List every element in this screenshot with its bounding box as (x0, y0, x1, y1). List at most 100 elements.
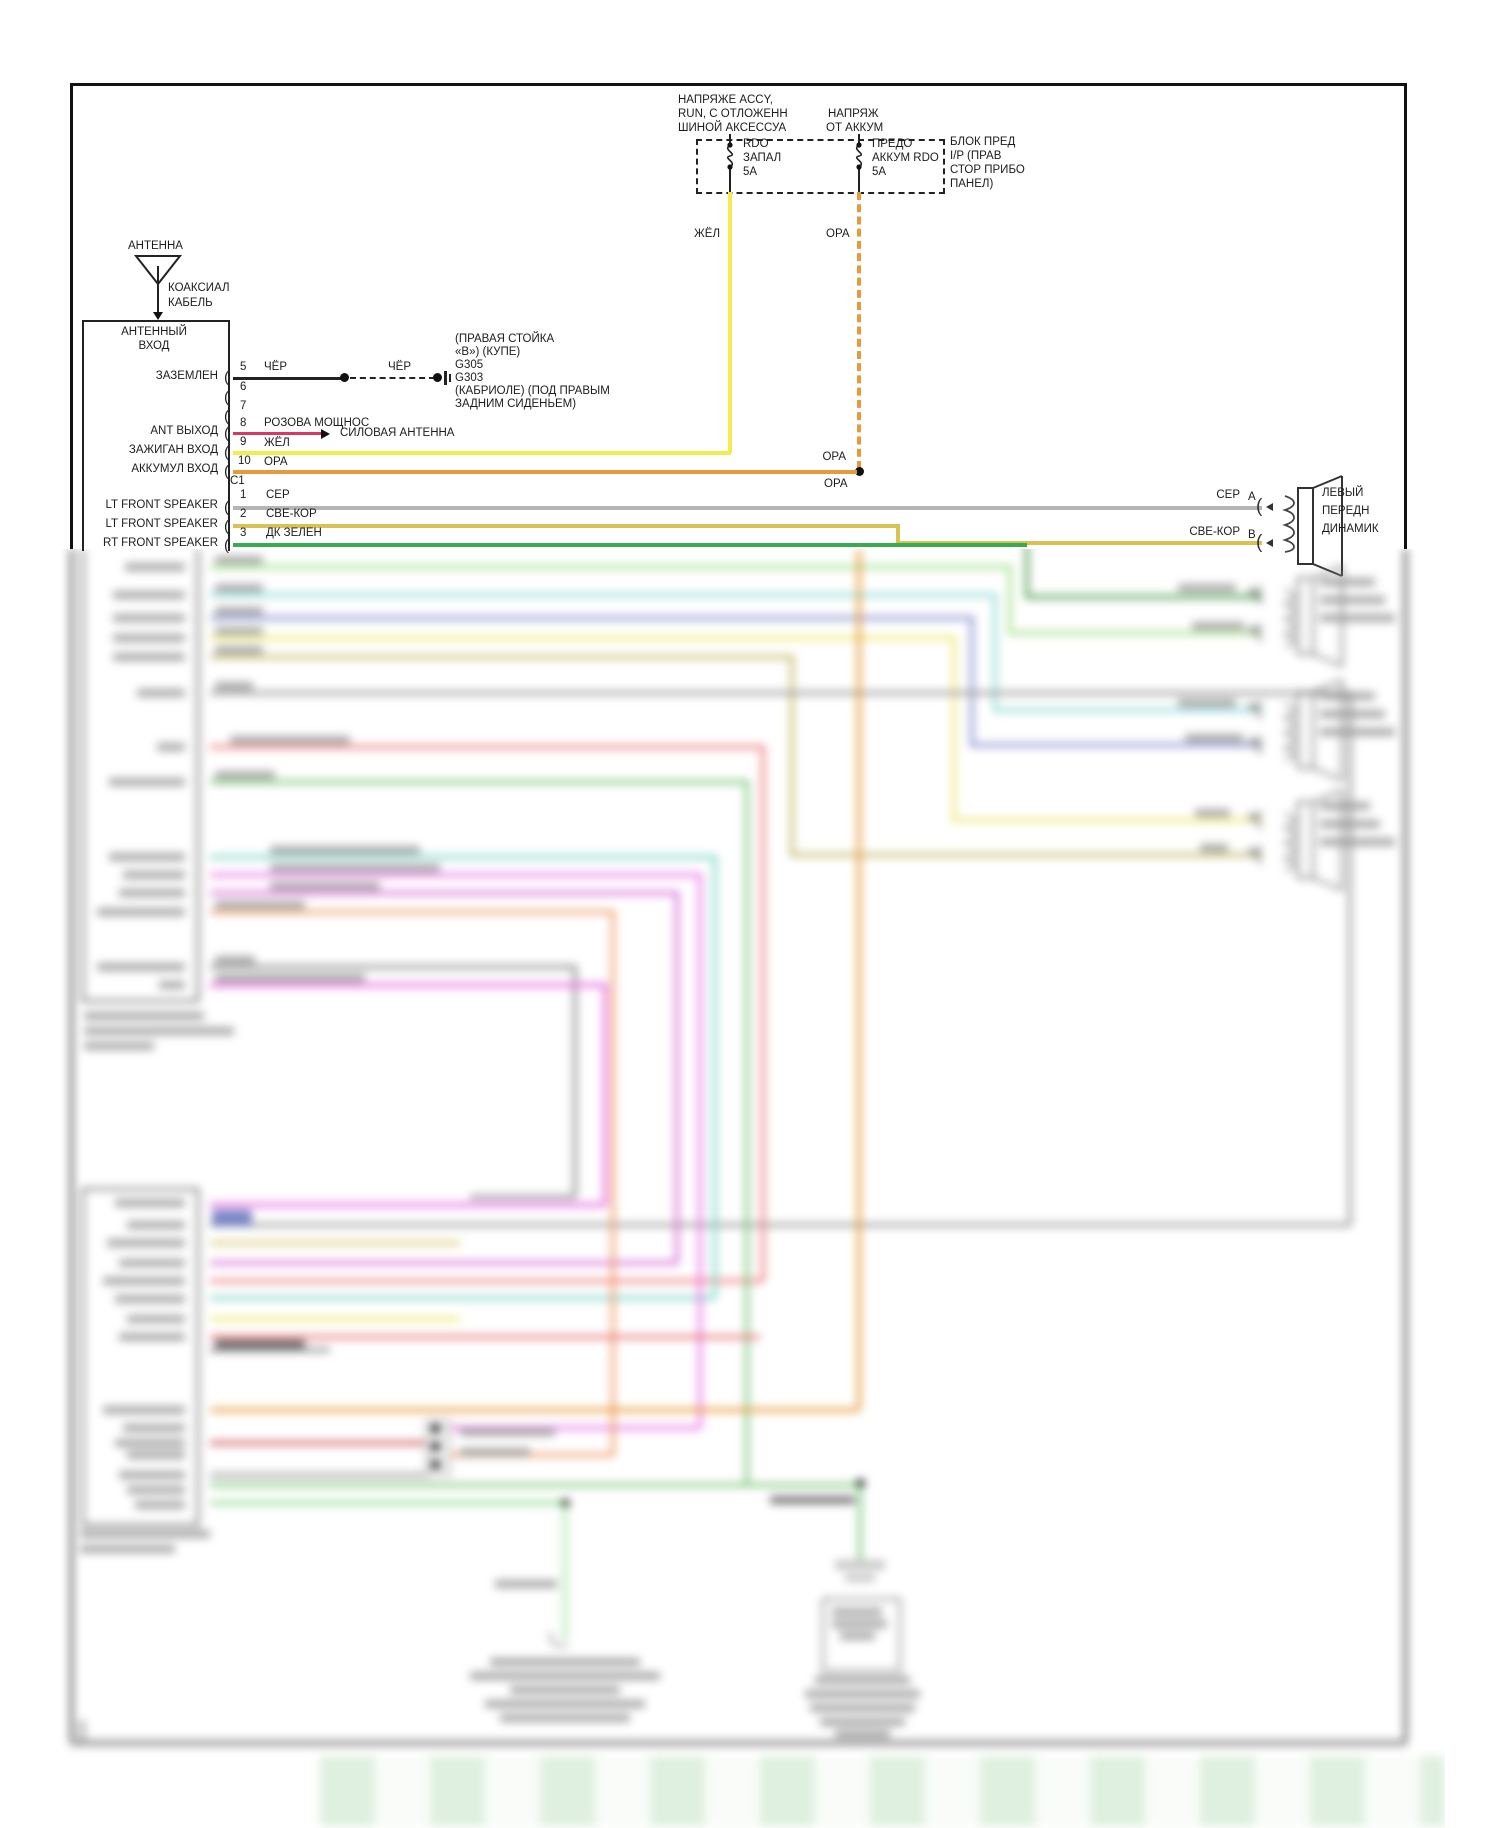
accy-voltage-label: ШИНОЙ АКСЕССУА (678, 122, 787, 134)
ground-note: ЗАДНИМ СИДЕНЬЕМ) (455, 398, 577, 410)
speaker-icon (1297, 475, 1343, 577)
pin2-tan-wire-right (896, 541, 1262, 545)
pin3-wire-label: ДК ЗЕЛЕН (266, 527, 322, 539)
speaker-coil-icon (1282, 495, 1295, 553)
speaker-name: ПЕРЕДН (1322, 505, 1370, 517)
speaker-pin-a-label: А (1248, 491, 1256, 503)
speaker-pin-a-bracket (1256, 496, 1262, 518)
pin9-label: ЗАЖИГАН ВХОД (128, 444, 218, 456)
ground-note: (ПРАВАЯ СТОЙКА (455, 333, 555, 345)
power-antenna-arrow (321, 429, 330, 439)
speaker-wire-a-label: СЕР (1216, 489, 1240, 501)
pin5-splice (340, 373, 349, 382)
pin10-bracket (224, 463, 229, 480)
connector-c1-label: C1 (230, 475, 245, 487)
pin2-tan-wire-jog (896, 524, 900, 543)
speaker-pin-a-arrow (1266, 503, 1273, 511)
antenna-label: АНТЕННА (128, 240, 183, 252)
pin5-ground-splice (433, 373, 442, 382)
pin3-label: RT FRONT SPEAKER (102, 537, 218, 549)
fuse-block-name: БЛОК ПРЕД (950, 136, 1016, 148)
pin2-bracket (224, 518, 229, 535)
page-border-right (1404, 83, 1407, 549)
pin6-number: 6 (240, 381, 247, 393)
fuse2-lead (858, 167, 860, 192)
speaker-pin-b-arrow (1266, 539, 1273, 547)
fuse-block-name: I/P (ПРАВ (950, 150, 1002, 162)
orange-junction-label-upper: ОРА (822, 451, 846, 463)
speaker-name: ЛЕВЫЙ (1322, 487, 1364, 499)
ground-note: G303 (455, 372, 484, 384)
speaker-name: ДИНАМИК (1322, 523, 1379, 535)
pin2-label: LT FRONT SPEAKER (105, 518, 218, 530)
radio-box (82, 320, 230, 551)
pin1-bracket (224, 499, 229, 516)
ground-note: «В») (КУПЕ) (455, 346, 521, 358)
orange-wire-label: ОРА (826, 228, 850, 240)
pin7-bracket (224, 408, 229, 425)
pin8-pink-wire (233, 432, 321, 435)
fuse1-lead (729, 134, 731, 147)
fuse2-name: АККУМ RDO (872, 152, 939, 164)
ground-note: G305 (455, 359, 484, 371)
pin9-yellow-wire (233, 451, 731, 455)
fuse1-name: 5А (743, 166, 758, 178)
pin5-black-wire (233, 377, 343, 380)
fuse2-name: 5А (872, 166, 887, 178)
fuse2-lead (858, 134, 860, 147)
fuse1-name: RDO (743, 138, 769, 150)
pin3-number: 3 (240, 527, 247, 539)
pin5-label: ЗАЗЕМЛЕН (155, 370, 218, 382)
speaker-pin-b-label: В (1248, 529, 1256, 541)
pin8-label: ANT ВЫХОД (150, 425, 218, 437)
pin3-green-wire (233, 543, 1027, 547)
orange-junction-label-lower: ОРА (824, 478, 848, 490)
fuse2-name: ПРЕДО (872, 138, 913, 150)
fuse2-symbol (855, 142, 863, 170)
accy-voltage-label: RUN, С ОТЛОЖЕНН (678, 108, 788, 120)
pin10-wire-label: ОРА (264, 456, 288, 468)
pin6-bracket (224, 389, 229, 406)
yellow-ignition-wire (728, 192, 732, 453)
pin9-number: 9 (240, 436, 247, 448)
pin10-label: АККУМУЛ ВХОД (131, 463, 218, 475)
page-border-top (70, 83, 1407, 86)
pin8-number: 8 (240, 417, 247, 429)
pin2-tan-wire (233, 524, 899, 528)
speaker-wire-b-label: СВЕ-КОР (1189, 526, 1240, 538)
fuse1-lead (729, 167, 731, 192)
pin5-black-wire-dashed (350, 377, 435, 379)
pin5-bracket (224, 369, 229, 386)
fuse-block-name: ПАНЕЛ) (950, 178, 994, 190)
battery-voltage-label: НАПРЯЖ (828, 108, 879, 120)
pin9-bracket (224, 444, 229, 461)
battery-voltage-label: ОТ АККУМ (826, 122, 884, 134)
pin10-number: 10 (238, 455, 251, 467)
pin8-wire-label: РОЗОВА МОЩНОС (264, 417, 370, 429)
pin7-number: 7 (240, 400, 247, 412)
pin5-number: 5 (240, 361, 247, 373)
pin1-number: 1 (240, 489, 247, 501)
pin1-wire-label: СЕР (266, 489, 290, 501)
accy-voltage-label: НАПРЯЖЕ ACCY, (678, 94, 773, 106)
yellow-wire-label: ЖЁЛ (694, 228, 720, 240)
ground-icon (444, 371, 447, 385)
pin5-wire-label: ЧЁР (264, 361, 288, 373)
power-antenna-label: СИЛОВАЯ АНТЕННА (340, 427, 455, 439)
pin10-orange-wire (233, 470, 857, 474)
coax-cable-label: КАБЕЛЬ (168, 297, 213, 309)
radio-box-title: ВХОД (138, 340, 170, 352)
fuse1-symbol (726, 142, 734, 170)
fuse-block-box (696, 139, 945, 194)
coax-cable-label: КОАКСИАЛ (168, 282, 230, 294)
fuse1-name: ЗАПАЛ (743, 152, 782, 164)
antenna-icon (133, 255, 183, 312)
pin2-wire-label: СВЕ-КОР (266, 508, 317, 520)
antenna-arrow-down (153, 312, 163, 320)
pin1-label: LT FRONT SPEAKER (105, 499, 218, 511)
pin8-bracket (224, 425, 229, 442)
pin5-wire-label-far: ЧЁР (388, 361, 412, 373)
ground-note: (КАБРИОЛЕ) (ПОД ПРАВЫМ (455, 385, 610, 397)
